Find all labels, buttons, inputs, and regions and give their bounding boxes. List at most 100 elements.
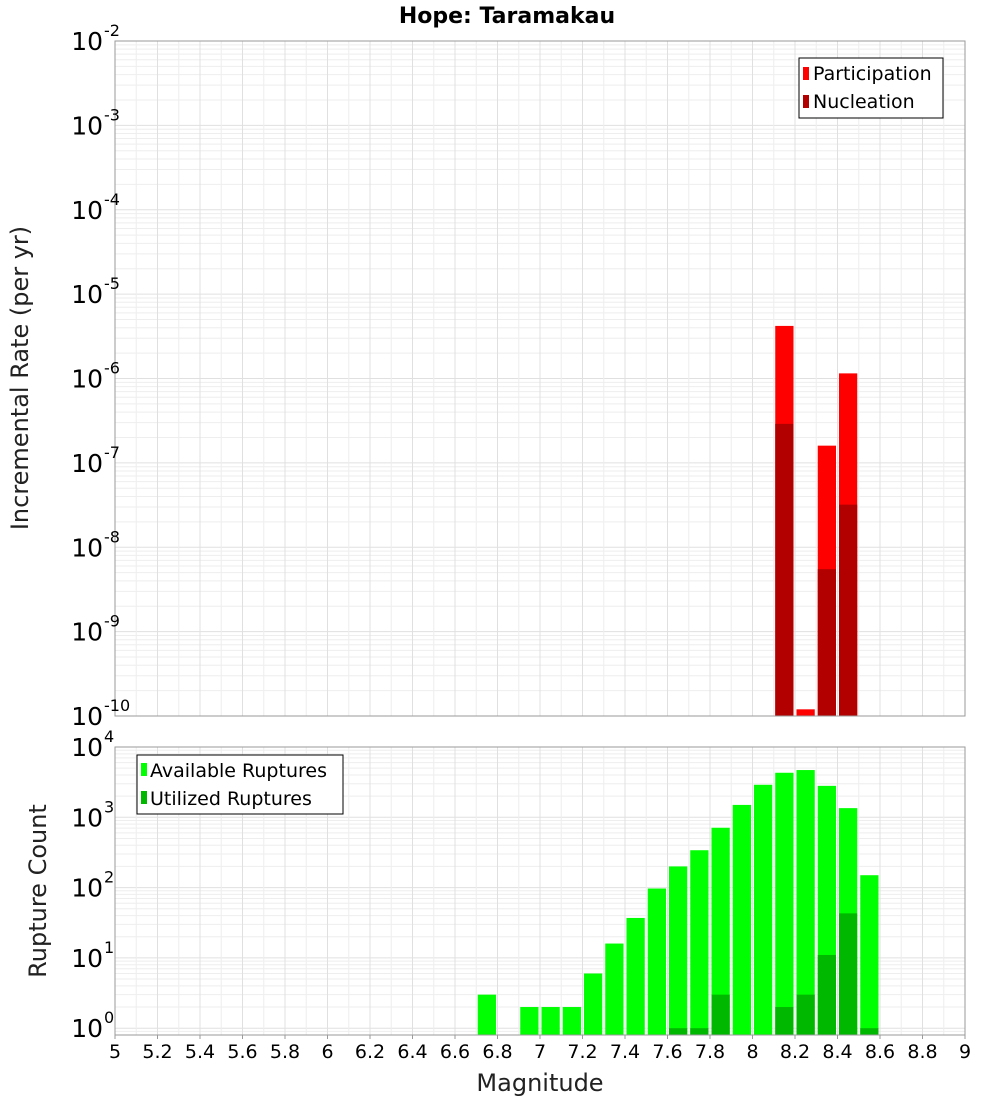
rate-y-tick-base: 10 xyxy=(71,702,103,731)
available-ruptures-bar xyxy=(754,784,773,1035)
rate-y-tick-base: 10 xyxy=(71,111,103,140)
x-tick-label: 7.2 xyxy=(567,1041,597,1063)
participation-bar xyxy=(796,709,815,716)
available-legend-swatch xyxy=(141,763,147,776)
rate-legend: Participation Nucleation xyxy=(798,57,944,119)
nucleation-bar xyxy=(817,569,836,716)
rate-y-tick-exponent: -10 xyxy=(104,696,130,715)
x-tick-label: 7 xyxy=(534,1041,546,1063)
rate-legend-box xyxy=(798,57,944,119)
rate-plot-border xyxy=(114,40,966,717)
count-y-tick-base: 10 xyxy=(71,1014,103,1043)
x-tick-label: 6.4 xyxy=(397,1041,427,1063)
count-y-tick-exponent: 3 xyxy=(104,797,114,816)
utilized-ruptures-bar xyxy=(817,954,836,1035)
x-tick-label: 6.8 xyxy=(482,1041,512,1063)
rate-y-tick-exponent: -4 xyxy=(104,190,120,209)
utilized-ruptures-bar xyxy=(860,1028,879,1035)
rate-y-tick-exponent: -3 xyxy=(104,105,120,124)
count-bars xyxy=(477,770,879,1035)
available-ruptures-bar xyxy=(477,994,496,1035)
available-ruptures-bar xyxy=(626,917,645,1035)
available-ruptures-bar xyxy=(732,804,751,1035)
utilized-ruptures-bar xyxy=(690,1028,709,1035)
x-tick-label: 9 xyxy=(959,1041,971,1063)
utilized-ruptures-bar xyxy=(711,994,730,1035)
rate-y-tick-exponent: -5 xyxy=(104,274,120,293)
nucleation-legend-swatch xyxy=(803,95,809,108)
utilized-legend-swatch xyxy=(141,791,147,804)
count-legend-box xyxy=(136,754,344,815)
utilized-ruptures-bar xyxy=(669,1028,688,1035)
rate-y-tick-exponent: -6 xyxy=(104,359,120,378)
x-tick-label: 6 xyxy=(321,1041,333,1063)
available-ruptures-bar xyxy=(669,866,688,1035)
rate-y-tick-base: 10 xyxy=(71,27,103,56)
participation-legend-label: Participation xyxy=(813,63,932,85)
rate-y-tick-base: 10 xyxy=(71,365,103,394)
x-tick-label: 8.4 xyxy=(822,1041,852,1063)
available-ruptures-bar xyxy=(796,770,815,1035)
available-ruptures-bar xyxy=(775,772,794,1035)
rate-y-tick-base: 10 xyxy=(71,196,103,225)
nucleation-legend-label: Nucleation xyxy=(813,91,915,113)
rate-y-tick-base: 10 xyxy=(71,533,103,562)
x-tick-label: 8.8 xyxy=(907,1041,937,1063)
count-y-tick-base: 10 xyxy=(71,944,103,973)
x-tick-label: 7.6 xyxy=(652,1041,682,1063)
rate-y-tick-exponent: -7 xyxy=(104,443,120,462)
rate-y-tick-exponent: -9 xyxy=(104,612,120,631)
utilized-ruptures-bar xyxy=(839,913,858,1035)
x-tick-label: 8.2 xyxy=(780,1041,810,1063)
rate-y-tick-exponent: -2 xyxy=(104,21,120,40)
x-tick-label: 8.6 xyxy=(865,1041,895,1063)
available-ruptures-bar xyxy=(541,1007,560,1035)
x-axis-label: Magnitude xyxy=(476,1069,603,1097)
participation-legend-swatch xyxy=(803,67,809,80)
x-axis-ticks: 5 5.2 5.4 5.6 5.8 6 6.2 6.4 6.6 6.8 7 7.2 7.4 7.6 7.8 8… xyxy=(109,1035,971,1063)
x-tick-label: 6.6 xyxy=(440,1041,470,1063)
x-tick-label: 7.8 xyxy=(695,1041,725,1063)
nucleation-bar xyxy=(775,423,794,716)
x-tick-label: 5.8 xyxy=(270,1041,300,1063)
available-ruptures-bar xyxy=(605,943,624,1035)
x-tick-label: 8 xyxy=(746,1041,758,1063)
chart-title: Hope: Taramakau xyxy=(399,4,615,29)
available-ruptures-bar xyxy=(562,1007,581,1035)
rate-y-tick-base: 10 xyxy=(71,449,103,478)
count-y-tick-exponent: 0 xyxy=(104,1008,114,1027)
utilized-ruptures-bar xyxy=(775,1007,794,1035)
available-ruptures-bar xyxy=(647,888,666,1035)
available-ruptures-bar xyxy=(520,1007,539,1035)
available-ruptures-bar xyxy=(860,875,879,1035)
x-tick-label: 5 xyxy=(109,1041,121,1063)
rate-bars xyxy=(775,325,858,716)
available-legend-label: Available Ruptures xyxy=(150,760,327,782)
rate-y-tick-base: 10 xyxy=(71,618,103,647)
count-y-tick-base: 10 xyxy=(71,733,103,762)
count-y-tick-exponent: 4 xyxy=(104,727,114,746)
count-y-axis-label: Rupture Count xyxy=(24,804,52,978)
utilized-legend-label: Utilized Ruptures xyxy=(150,788,312,810)
x-tick-label: 6.2 xyxy=(355,1041,385,1063)
rate-grid xyxy=(114,41,966,717)
x-tick-label: 5.6 xyxy=(227,1041,257,1063)
count-legend: Available Ruptures Utilized Ruptures xyxy=(136,754,344,815)
available-ruptures-bar xyxy=(584,973,603,1035)
count-y-tick-exponent: 2 xyxy=(104,868,114,887)
x-tick-label: 7.4 xyxy=(610,1041,640,1063)
utilized-ruptures-bar xyxy=(796,994,815,1035)
count-y-tick-base: 10 xyxy=(71,803,103,832)
rate-y-tick-exponent: -8 xyxy=(104,527,120,546)
nucleation-bar xyxy=(839,504,858,716)
x-tick-label: 5.2 xyxy=(142,1041,172,1063)
rate-y-tick-base: 10 xyxy=(71,280,103,309)
x-tick-label: 5.4 xyxy=(185,1041,215,1063)
count-y-tick-base: 10 xyxy=(71,874,103,903)
available-ruptures-bar xyxy=(690,850,709,1035)
